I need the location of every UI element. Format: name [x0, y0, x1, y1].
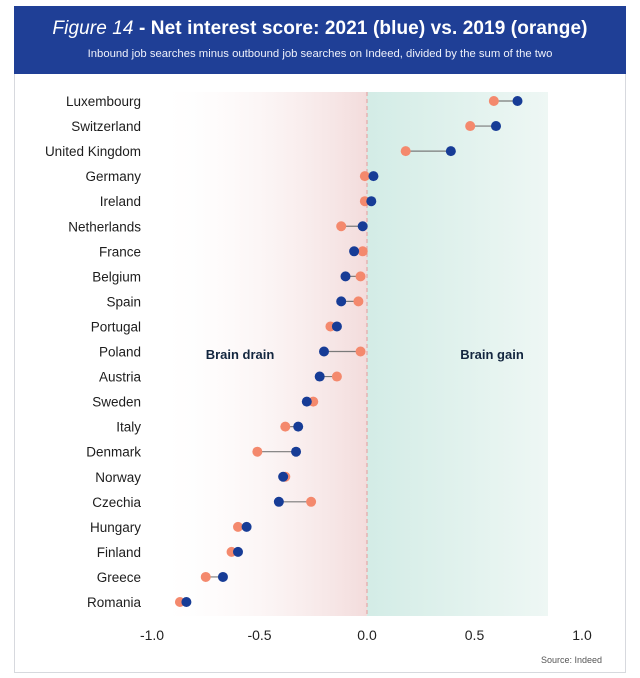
- category-label: Czechia: [92, 495, 141, 510]
- point-2021: [293, 421, 304, 432]
- point-2021: [319, 346, 329, 357]
- x-tick-label: -0.5: [247, 627, 271, 643]
- point-2019: [336, 221, 347, 232]
- point-2019: [400, 146, 411, 157]
- point-2021: [512, 96, 523, 106]
- point-2019: [359, 171, 370, 182]
- category-label: Italy: [116, 420, 141, 435]
- point-2019: [233, 521, 243, 532]
- point-2021: [273, 496, 284, 507]
- x-tick-label: -1.0: [140, 627, 164, 643]
- category-label: Greece: [97, 570, 141, 585]
- category-label: Sweden: [92, 395, 141, 410]
- brain-drain-region: [166, 92, 367, 616]
- point-2021: [291, 446, 302, 457]
- point-2019: [331, 371, 342, 382]
- region-label-brain-gain: Brain gain: [460, 347, 524, 362]
- figure-header: Figure 14 - Net interest score: 2021 (bl…: [14, 6, 626, 74]
- point-2019: [355, 346, 366, 357]
- point-2019: [488, 96, 499, 106]
- point-2021: [241, 521, 252, 532]
- point-2021: [349, 246, 360, 257]
- point-2021: [336, 296, 347, 307]
- x-tick-label: 0.0: [357, 627, 377, 643]
- category-label: France: [99, 244, 141, 259]
- category-label: Luxembourg: [66, 94, 141, 109]
- category-label: Denmark: [86, 445, 141, 460]
- point-2021: [217, 571, 228, 582]
- category-label: Belgium: [92, 269, 141, 284]
- point-2021: [368, 171, 379, 182]
- category-label: United Kingdom: [45, 144, 141, 159]
- category-label: Norway: [95, 470, 141, 485]
- point-2019: [353, 296, 364, 307]
- figure-label: Figure 14: [52, 18, 134, 39]
- category-label: Germany: [85, 169, 141, 184]
- point-2021: [445, 146, 456, 157]
- figure-subtitle: Inbound job searches minus outbound job …: [87, 48, 553, 60]
- point-2021: [181, 597, 192, 607]
- brain-gain-region: [367, 92, 548, 616]
- category-label: Austria: [99, 370, 142, 385]
- category-label: Finland: [97, 545, 141, 560]
- point-2019: [357, 246, 368, 257]
- point-2021: [340, 271, 351, 282]
- point-2021: [331, 321, 342, 332]
- x-tick-label: 0.5: [465, 627, 485, 643]
- source-note: Source: Indeed: [540, 655, 602, 665]
- region-label-brain-drain: Brain drain: [206, 347, 275, 362]
- category-label: Switzerland: [71, 119, 141, 134]
- point-2019: [465, 121, 476, 132]
- x-tick-label: 1.0: [572, 627, 592, 643]
- category-label: Spain: [106, 294, 141, 309]
- point-2019: [200, 571, 211, 582]
- category-label: Hungary: [90, 520, 141, 535]
- point-2021: [278, 471, 289, 482]
- point-2021: [301, 396, 312, 407]
- category-label: Portugal: [91, 319, 141, 334]
- point-2021: [366, 196, 377, 207]
- point-2019: [306, 496, 317, 507]
- point-2021: [491, 121, 501, 132]
- figure-title-text: - Net interest score: 2021 (blue) vs. 20…: [133, 18, 588, 39]
- point-2021: [314, 371, 325, 382]
- point-2019: [252, 446, 263, 457]
- point-2021: [233, 546, 243, 557]
- point-2019: [355, 271, 366, 282]
- category-label: Romania: [87, 595, 142, 610]
- point-2021: [357, 221, 368, 232]
- figure-title: Figure 14 - Net interest score: 2021 (bl…: [14, 18, 626, 40]
- category-label: Poland: [99, 345, 141, 360]
- category-label: Netherlands: [68, 219, 141, 234]
- category-label: Ireland: [100, 194, 141, 209]
- point-2019: [280, 421, 291, 432]
